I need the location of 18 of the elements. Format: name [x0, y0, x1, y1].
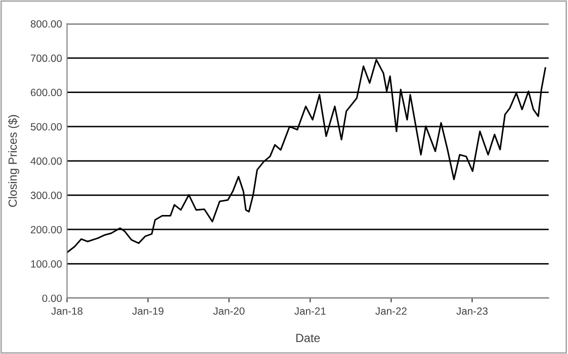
x-tick-label: Jan-20 — [213, 307, 245, 315]
x-axis-title: Date — [296, 334, 320, 342]
x-tick-label: Jan-18 — [51, 307, 82, 315]
y-tick-label: 800.00 — [30, 20, 62, 28]
x-tick-label: Jan-21 — [294, 307, 326, 315]
y-axis-title: Closing Prices ($) — [8, 115, 20, 207]
y-tick-label: 500.00 — [30, 123, 62, 130]
y-tick-label: 300.00 — [30, 192, 62, 200]
x-tick-label: Jan-23 — [456, 307, 488, 315]
y-tick-label: 200.00 — [30, 226, 62, 234]
x-tick-label: Jan-19 — [132, 307, 164, 315]
line-series — [67, 58, 546, 254]
x-tick-label: Jan-22 — [375, 307, 407, 315]
y-tick-label: 100.00 — [31, 260, 62, 268]
y-tick-label: 0.00 — [42, 294, 62, 302]
y-tick-label: 400.00 — [30, 157, 62, 165]
y-tick-label: 700.00 — [30, 54, 62, 62]
y-tick-label: 600.00 — [30, 88, 62, 96]
